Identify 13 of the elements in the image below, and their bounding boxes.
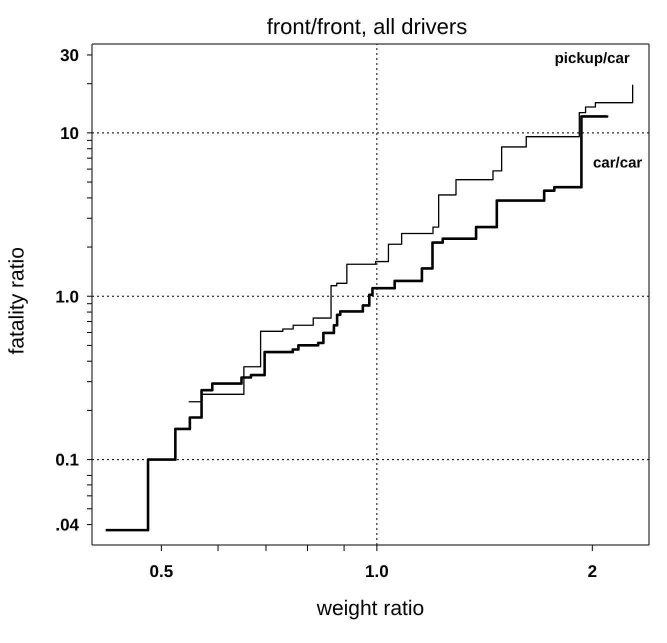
series-label: pickup/car: [554, 50, 630, 67]
y-tick-label: .04: [55, 516, 80, 535]
y-tick-label: 0.1: [55, 450, 79, 470]
x-tick-label: 0.5: [150, 562, 174, 582]
x-tick-label: 2: [588, 562, 598, 582]
y-tick-label: 1.0: [55, 287, 79, 306]
y-tick-label: 30: [60, 46, 79, 65]
y-tick-label: 10: [60, 124, 79, 143]
series-label: car/car: [593, 154, 642, 172]
x-axis-title: weight ratio: [316, 597, 424, 620]
x-tick-label: 1.0: [365, 562, 389, 582]
y-axis-title: fatality ratio: [5, 247, 28, 354]
chart-title: front/front, all drivers: [266, 14, 468, 39]
